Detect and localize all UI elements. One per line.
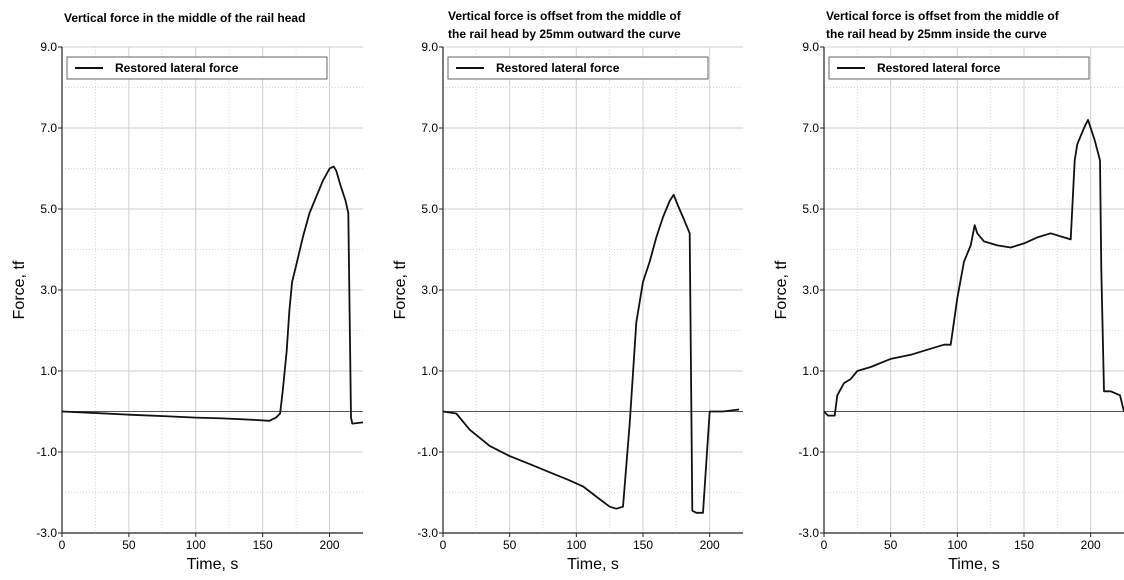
x-tick-label: 100: [947, 538, 967, 552]
y-tick-label: -1.0: [36, 445, 57, 459]
legend-box: [447, 56, 709, 80]
series-line: [823, 119, 1124, 417]
y-tick-label: 9.0: [421, 40, 438, 54]
y-tick-label: 9.0: [40, 40, 57, 54]
y-tick-label: 3.0: [421, 283, 438, 297]
y-tick-label: 7.0: [802, 121, 819, 135]
legend-label: Restored lateral force: [496, 61, 620, 75]
x-tick-label: 100: [566, 538, 586, 552]
x-tick-label: 50: [503, 538, 517, 552]
y-tick-label: 1.0: [421, 364, 438, 378]
x-axis-label: Time, s: [948, 556, 1000, 573]
y-tick-label: 7.0: [40, 121, 57, 135]
y-tick-label: 3.0: [40, 283, 57, 297]
series-line: [442, 193, 740, 514]
y-tick-label: -1.0: [417, 445, 438, 459]
y-tick-label: -3.0: [417, 526, 438, 540]
y-tick-label: 7.0: [421, 121, 438, 135]
chart-title: the rail head by 25mm inside the curve: [826, 27, 1047, 41]
legend-box: [66, 56, 328, 80]
y-tick-label: -3.0: [798, 526, 819, 540]
y-axis-label: Force, tf: [392, 260, 409, 319]
y-tick-label: -1.0: [798, 445, 819, 459]
y-tick-label: 9.0: [802, 40, 819, 54]
y-tick-label: 5.0: [802, 202, 819, 216]
x-tick-label: 100: [186, 538, 206, 552]
chart-title: the rail head by 25mm outward the curve: [448, 27, 681, 41]
x-tick-label: 0: [821, 538, 828, 552]
y-tick-label: 5.0: [40, 202, 57, 216]
y-tick-label: 5.0: [421, 202, 438, 216]
y-tick-label: 1.0: [802, 364, 819, 378]
chart-2: Vertical force is offset from the middle…: [392, 9, 743, 573]
y-axis-label: Force, tf: [11, 260, 28, 319]
legend-box: [828, 56, 1090, 80]
x-tick-label: 150: [253, 538, 273, 552]
x-axis-label: Time, s: [567, 556, 619, 573]
x-tick-label: 200: [320, 538, 340, 552]
y-tick-label: 1.0: [40, 364, 57, 378]
y-tick-label: -3.0: [36, 526, 57, 540]
x-tick-label: 0: [440, 538, 447, 552]
legend-label: Restored lateral force: [115, 61, 239, 75]
x-tick-label: 50: [884, 538, 898, 552]
legend-label: Restored lateral force: [877, 61, 1001, 75]
x-tick-label: 150: [633, 538, 653, 552]
y-tick-label: 3.0: [802, 283, 819, 297]
chart-3: Vertical force is offset from the middle…: [773, 9, 1124, 573]
y-axis-label: Force, tf: [773, 260, 790, 319]
x-tick-label: 200: [1081, 538, 1101, 552]
x-tick-label: 150: [1014, 538, 1034, 552]
x-tick-label: 200: [700, 538, 720, 552]
chart-title: Vertical force is offset from the middle…: [448, 9, 682, 23]
series-line: [61, 165, 364, 425]
x-tick-label: 50: [122, 538, 136, 552]
chart-1: Vertical force in the middle of the rail…: [11, 11, 364, 573]
x-tick-label: 0: [59, 538, 66, 552]
chart-title: Vertical force in the middle of the rail…: [64, 11, 305, 25]
chart-title: Vertical force is offset from the middle…: [826, 9, 1060, 23]
x-axis-label: Time, s: [187, 556, 239, 573]
